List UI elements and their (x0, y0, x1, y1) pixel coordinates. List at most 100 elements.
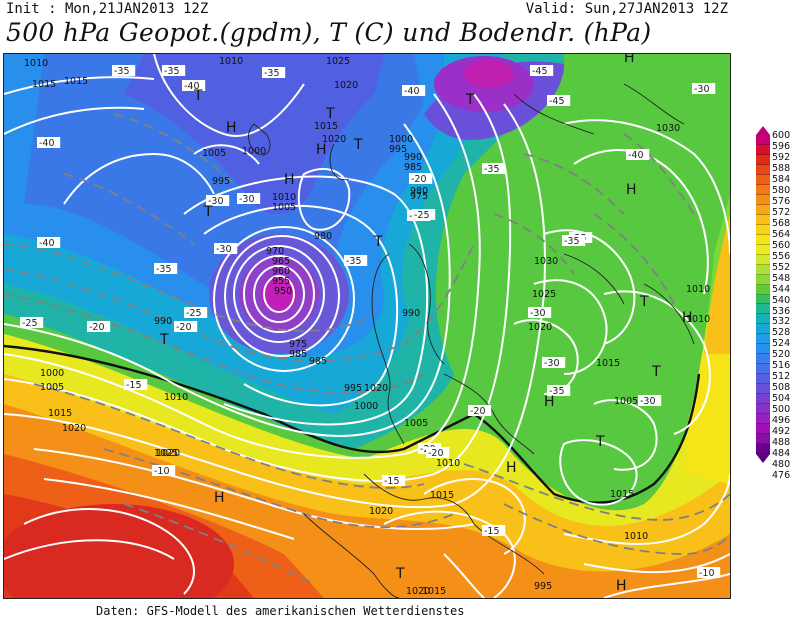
pressure-label: 1020 (156, 448, 180, 459)
low-pressure-marker-text: T (465, 92, 475, 108)
high-pressure-marker-text: H (544, 394, 555, 410)
pressure-label-text: 1020 (406, 586, 430, 597)
temperature-label-box (206, 195, 230, 206)
temperature-label: -30 (542, 357, 566, 369)
coastlines (248, 83, 695, 598)
pressure-label-text: 1030 (656, 123, 680, 134)
colorbar-swatch (756, 214, 770, 225)
temperature-label-box (468, 405, 492, 416)
temperature-label-box (482, 163, 506, 174)
high-pressure-marker: H (316, 142, 327, 158)
colorbar-label: 516 (772, 360, 791, 372)
pressure-label: 975 (289, 339, 307, 350)
pressure-label: 1030 (656, 123, 680, 134)
pressure-label: 985 (289, 349, 307, 360)
colorbar-swatch (756, 344, 770, 355)
pressure-label-text: 1015 (48, 408, 72, 419)
pressure-label-text: 980 (314, 231, 332, 242)
colorbar-label: 576 (772, 195, 791, 207)
colorbar-swatch (756, 184, 770, 195)
temperature-label-box (112, 65, 136, 76)
temperature-label-box (237, 193, 261, 204)
pressure-label: 1010 (164, 392, 188, 403)
colorbar-swatch (756, 404, 770, 415)
high-pressure-marker-text: H (624, 54, 635, 66)
colorbar-bottom-arrow (756, 454, 770, 464)
temperature-label-text: -20 (411, 174, 427, 185)
colorbar-swatch (756, 334, 770, 345)
temperature-label-box (626, 149, 650, 160)
temperature-label-box (152, 465, 176, 476)
low-pressure-marker-text: T (159, 332, 169, 348)
temperature-label-box (426, 447, 450, 458)
colorbar-label: 504 (772, 393, 791, 405)
temperature-label-box (20, 317, 44, 328)
temperature-label-box (87, 321, 111, 332)
temperature-label: -25 (184, 307, 208, 319)
pressure-label-text: 1010 (686, 314, 710, 325)
high-pressure-marker-text: H (626, 182, 637, 198)
high-pressure-marker-text: H (226, 120, 237, 136)
temperature-label-box (528, 307, 552, 318)
temperature-label: -35 (547, 385, 571, 397)
colorbar-swatch (756, 174, 770, 185)
pressure-label-text: 1015 (430, 490, 454, 501)
low-pressure-marker-text: T (595, 434, 605, 450)
colorbar-label: 500 (772, 404, 791, 416)
colorbar-swatch (756, 314, 770, 325)
low-pressure-marker-text: T (203, 204, 213, 220)
pressure-label-text: 1020 (369, 506, 393, 517)
low-pressure-marker: T (639, 294, 649, 310)
pressure-label: 1010 (624, 531, 648, 542)
temperature-label-box (174, 321, 198, 332)
pressure-label-text: 1020 (364, 383, 388, 394)
colorbar-swatch (756, 164, 770, 175)
temperature-label: -20 (174, 321, 198, 333)
colorbar-swatch (756, 204, 770, 215)
pressure-label-text: 1015 (32, 79, 56, 90)
high-pressure-marker-text: H (214, 490, 225, 506)
pressure-label: 1010 (24, 58, 48, 69)
low-pressure-marker-text: T (373, 234, 383, 250)
pressure-label-text: 1015 (422, 586, 446, 597)
colorbar-swatch (756, 324, 770, 335)
high-pressure-marker-text: H (506, 460, 517, 476)
pressure-label: 1005 (404, 418, 428, 429)
pressure-label-text: 1000 (242, 146, 266, 157)
temperature-label: -30 (528, 307, 552, 319)
pressure-label-text: 1020 (156, 448, 180, 459)
temperature-label-box (162, 65, 186, 76)
pressure-label-text: 990 (402, 308, 420, 319)
temperature-label-box (412, 209, 436, 220)
pressure-label: 1005 (272, 202, 296, 213)
colorbar-label: 568 (772, 217, 791, 229)
colorbar-label: 492 (772, 426, 791, 438)
colorbar-label: 560 (772, 239, 791, 251)
colorbar-swatch (756, 135, 770, 145)
pressure-label: 990 (404, 152, 422, 163)
low-pressure-marker-text: T (651, 364, 661, 380)
temperature-label-text: -15 (384, 476, 400, 487)
pressure-label-text: 1005 (404, 418, 428, 429)
colorbar-swatch (756, 264, 770, 275)
colorbar-swatch (756, 144, 770, 155)
temperature-label-text: -15 (126, 380, 142, 391)
pressure-label: 1020 (334, 80, 358, 91)
temperature-label: -35 (162, 65, 186, 77)
temperature-label-text: -30 (694, 84, 710, 95)
pressure-label-text: 1020 (62, 423, 86, 434)
pressure-label-text: 1000 (354, 401, 378, 412)
low-pressure-marker: T (203, 204, 213, 220)
temperature-label: -10 (697, 567, 721, 579)
pressure-label-text: 965 (272, 256, 290, 267)
pressure-label: 995 (534, 581, 552, 592)
temperature-label-text: -30 (208, 196, 224, 207)
pressure-label: 1015 (64, 76, 88, 87)
pressure-label-text: 1010 (686, 284, 710, 295)
colorbar-swatch (756, 394, 770, 405)
temperature-label-box (562, 235, 586, 246)
temperature-label-text: -20 (176, 322, 192, 333)
temperature-label: -30 (638, 395, 662, 407)
pressure-label-text: 1020 (528, 322, 552, 333)
header: Init : Mon,21JAN2013 12Z Valid: Sun,27JA… (6, 0, 728, 18)
